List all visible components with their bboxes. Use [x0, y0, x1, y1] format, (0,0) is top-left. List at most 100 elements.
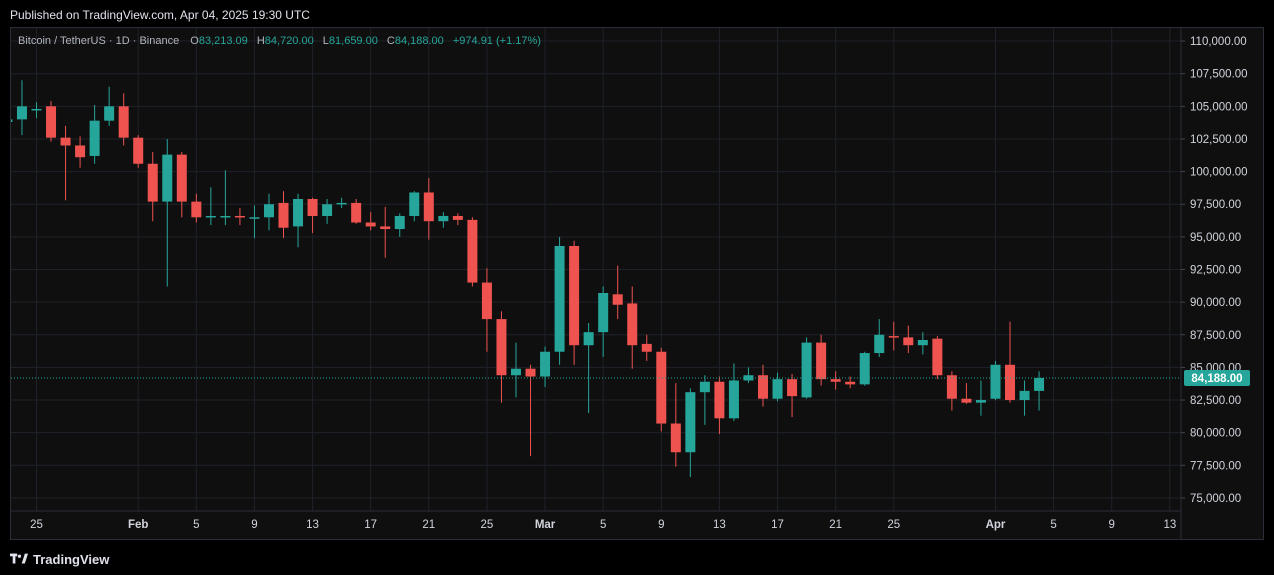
candle-53[interactable] [772, 372, 783, 402]
x-tick-label: 9 [251, 519, 257, 531]
candle-body [569, 246, 580, 346]
candle-body [1034, 378, 1045, 391]
candle-18[interactable] [263, 193, 274, 231]
candle-37[interactable] [540, 346, 551, 387]
y-tick-label: 82,500.00 [1190, 395, 1241, 407]
candle-59[interactable] [859, 351, 870, 386]
candle-25[interactable] [365, 212, 376, 231]
candle-body [336, 202, 347, 205]
candle-58[interactable] [845, 376, 856, 389]
candle-47[interactable] [685, 388, 696, 478]
candle-5[interactable] [75, 136, 86, 168]
candle-12[interactable] [176, 152, 187, 218]
candle-8[interactable] [118, 93, 129, 146]
candle-68[interactable] [990, 360, 1001, 401]
candle-6[interactable] [89, 105, 100, 164]
candle-46[interactable] [670, 383, 681, 467]
candle-2[interactable] [31, 102, 42, 119]
candle-27[interactable] [394, 213, 405, 237]
price-badge: 84,188.00 [1184, 370, 1250, 387]
candle-9[interactable] [133, 135, 144, 168]
x-tick-label: Apr [986, 519, 1006, 531]
candle-32[interactable] [467, 217, 478, 287]
candle-67[interactable] [975, 380, 986, 416]
candle-13[interactable] [191, 193, 202, 223]
candle-51[interactable] [743, 367, 754, 384]
candle-30[interactable] [438, 212, 449, 228]
candle-50[interactable] [728, 363, 739, 421]
candle-20[interactable] [293, 193, 304, 248]
candle-60[interactable] [874, 319, 885, 357]
legend-open-label: O [190, 35, 199, 47]
candle-38[interactable] [554, 236, 565, 365]
y-tick-label: 77,500.00 [1190, 460, 1241, 472]
candle-0[interactable] [11, 117, 13, 126]
candle-body [1005, 364, 1016, 401]
candle-54[interactable] [787, 373, 798, 418]
candle-4[interactable] [60, 125, 71, 201]
x-tick-label: 21 [422, 519, 435, 531]
x-tick-label: 25 [481, 519, 494, 531]
candle-49[interactable] [714, 376, 725, 434]
candle-34[interactable] [496, 311, 507, 403]
candle-66[interactable] [961, 383, 972, 404]
candle-33[interactable] [481, 268, 492, 352]
candle-22[interactable] [322, 199, 333, 224]
candle-16[interactable] [234, 208, 245, 226]
chart-frame[interactable]: 110,000.00 107,500.00 105,000.00 102,500.00… [10, 27, 1264, 540]
candle-10[interactable] [147, 152, 158, 222]
candle-body [322, 204, 333, 216]
tradingview-logo-icon[interactable] [10, 553, 28, 565]
candle-42[interactable] [612, 265, 623, 320]
candle-62[interactable] [903, 325, 914, 354]
candle-40[interactable] [583, 323, 594, 414]
candle-56[interactable] [816, 334, 827, 386]
candle-21[interactable] [307, 197, 318, 233]
candle-24[interactable] [351, 199, 362, 224]
candle-39[interactable] [569, 240, 580, 365]
candle-71[interactable] [1034, 371, 1045, 411]
candle-69[interactable] [1005, 321, 1016, 403]
candle-31[interactable] [452, 213, 463, 226]
grid-lines [11, 28, 1181, 511]
candle-65[interactable] [946, 371, 957, 411]
candle-7[interactable] [104, 86, 115, 126]
candle-23[interactable] [336, 197, 347, 209]
candle-64[interactable] [932, 336, 943, 380]
candle-body [249, 217, 260, 219]
candle-61[interactable] [888, 321, 899, 351]
candle-15[interactable] [220, 170, 231, 226]
candle-3[interactable] [46, 101, 57, 142]
candle-63[interactable] [917, 332, 928, 355]
candle-11[interactable] [162, 138, 173, 287]
x-tick-label: 9 [1109, 519, 1115, 531]
candle-body [670, 423, 681, 453]
candle-body [627, 303, 638, 346]
candle-52[interactable] [758, 364, 768, 407]
candle-44[interactable] [641, 334, 652, 361]
candle-41[interactable] [598, 286, 609, 357]
candle-body [772, 379, 783, 399]
candle-1[interactable] [16, 80, 27, 136]
candle-55[interactable] [801, 337, 812, 399]
candle-36[interactable] [525, 364, 536, 457]
candle-body [394, 215, 405, 230]
candle-26[interactable] [380, 206, 391, 258]
candle-43[interactable] [627, 286, 638, 369]
candle-70[interactable] [1019, 380, 1030, 416]
candle-28[interactable] [409, 191, 420, 222]
candle-35[interactable] [510, 342, 521, 398]
x-tick-label: 21 [829, 519, 842, 531]
footer-brand[interactable]: TradingView [33, 551, 110, 567]
candle-57[interactable] [830, 371, 841, 390]
candle-48[interactable] [699, 375, 710, 425]
candle-body [307, 199, 318, 216]
candle-45[interactable] [656, 347, 667, 432]
price-badge-text: 84,188.00 [1191, 373, 1242, 385]
candle-14[interactable] [205, 187, 216, 226]
candlestick-chart[interactable]: 110,000.00 107,500.00 105,000.00 102,500.00… [11, 28, 1263, 539]
candle-29[interactable] [423, 178, 434, 240]
candle-19[interactable] [278, 191, 289, 239]
candle-body [728, 380, 739, 419]
candle-17[interactable] [249, 205, 260, 239]
